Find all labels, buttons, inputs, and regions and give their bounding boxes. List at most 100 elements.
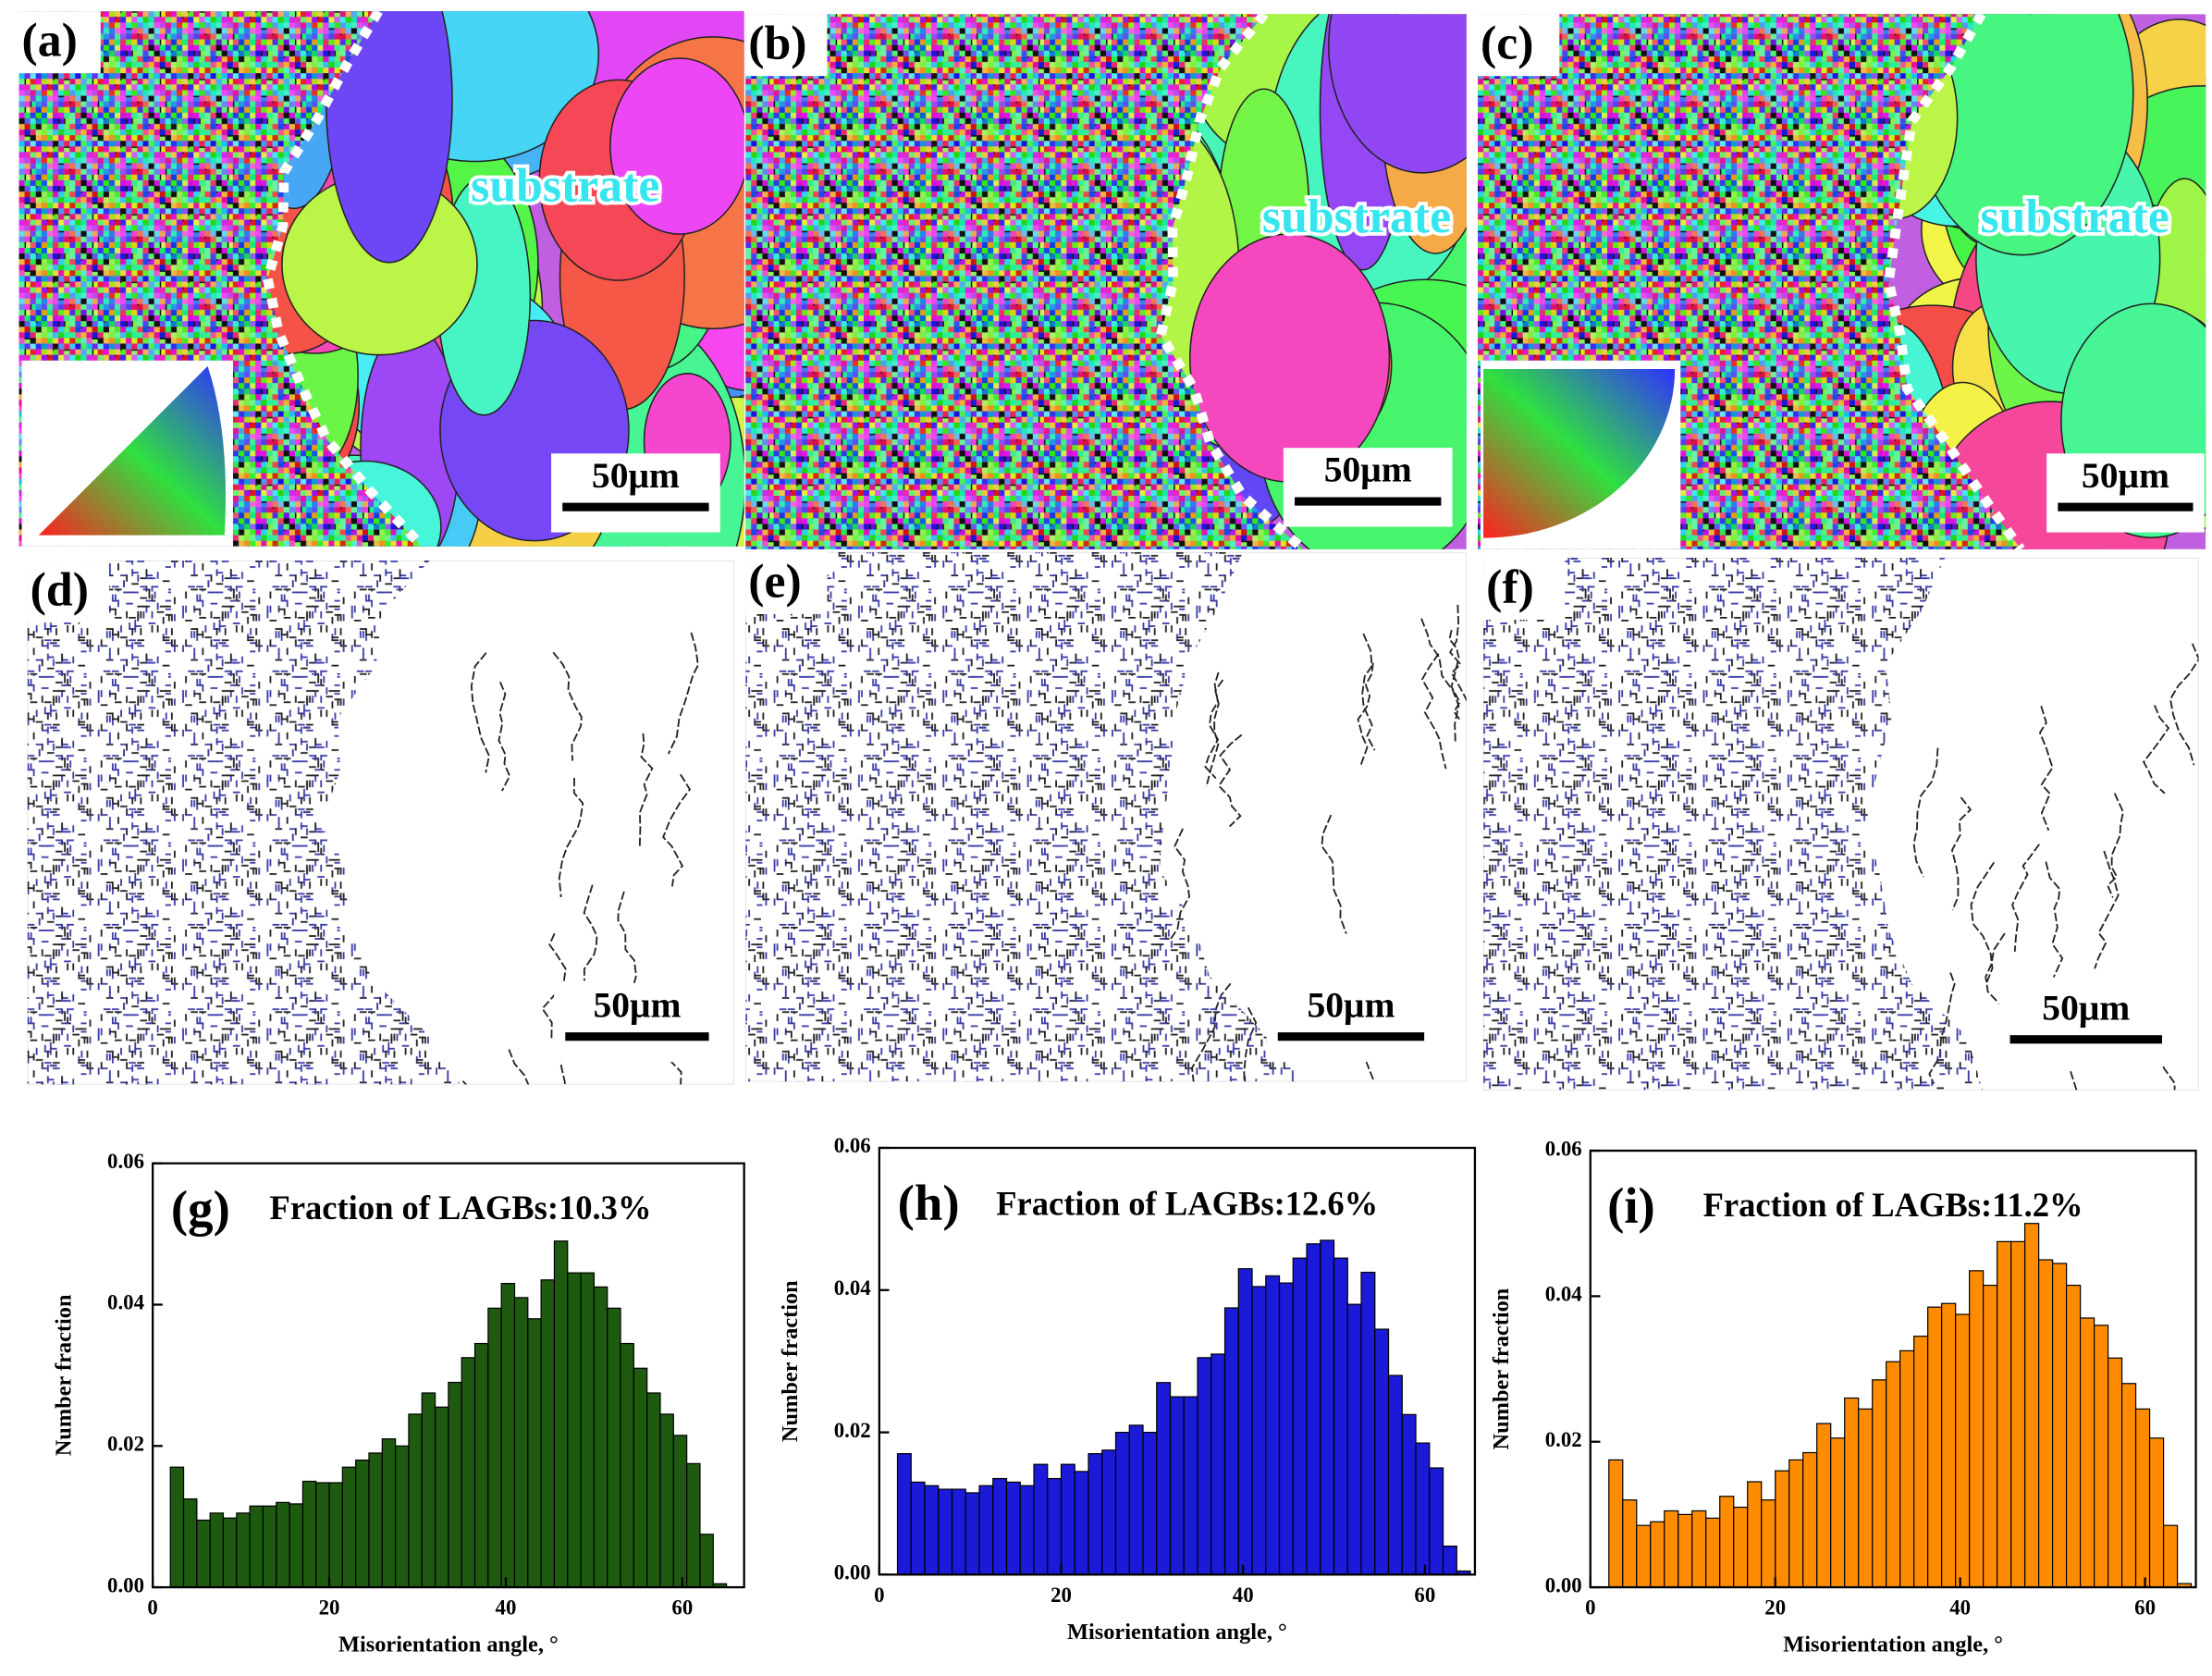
bar — [1650, 1521, 1665, 1588]
scale-bar — [1295, 497, 1442, 506]
coarse-boundary — [2107, 793, 2124, 898]
bar — [646, 1392, 661, 1588]
bar — [620, 1342, 634, 1588]
scale-bar — [2009, 1035, 2163, 1044]
bar — [910, 1481, 926, 1575]
bar — [1346, 1303, 1362, 1575]
scale-bar-bg — [2046, 453, 2205, 533]
bar — [1047, 1477, 1063, 1575]
bar — [540, 1279, 556, 1588]
bar — [1142, 1431, 1158, 1575]
bar — [1802, 1451, 1818, 1588]
bar — [368, 1452, 383, 1588]
bar — [473, 1342, 489, 1588]
bar — [2107, 1357, 2123, 1588]
coarse-boundary — [1321, 814, 1347, 934]
bar — [1886, 1361, 1901, 1588]
interface-line — [1155, 14, 1307, 549]
bar — [2052, 1263, 2068, 1588]
label-bg — [745, 14, 828, 77]
coarse-boundary — [2011, 844, 2040, 952]
bar — [1997, 1240, 2012, 1588]
bar — [1128, 1424, 1144, 1575]
y-axis-label: Number fraction — [1489, 1288, 1514, 1449]
x-tick-label: 0 — [1585, 1596, 1595, 1620]
bar — [408, 1413, 423, 1588]
scale-bar-label: 50μm — [593, 984, 681, 1025]
label-bg — [1483, 557, 1566, 620]
coarse-boundary — [1205, 679, 1224, 788]
bar — [607, 1307, 621, 1588]
label-bg — [18, 11, 101, 74]
coarse-grain — [609, 57, 744, 235]
bar — [448, 1381, 462, 1588]
coarse-boundary — [461, 1080, 468, 1085]
bar — [1844, 1397, 1860, 1588]
coarse-boundary — [1950, 796, 1972, 911]
scale-bar-label: 50μm — [592, 455, 680, 496]
bar — [182, 1497, 198, 1588]
boundary-map — [27, 561, 735, 1085]
bar — [1429, 1467, 1444, 1575]
annotation: substrate — [1262, 191, 1451, 243]
bar — [1691, 1510, 1707, 1588]
bar — [896, 1453, 912, 1575]
coarse-boundary — [1928, 972, 1956, 1085]
x-tick-label: 20 — [1051, 1584, 1072, 1607]
panel-label: (f) — [1486, 561, 1534, 613]
bar — [567, 1272, 582, 1588]
bar — [1747, 1481, 1763, 1588]
y-tick-label: 0.00 — [834, 1561, 871, 1584]
coarse-boundary — [558, 777, 584, 898]
bar — [1830, 1437, 1846, 1588]
bar — [1074, 1471, 1089, 1575]
bar — [699, 1534, 714, 1588]
chart-title: Fraction of LAGBs:11.2% — [1703, 1186, 2083, 1224]
bar — [2148, 1437, 2165, 1588]
bar — [276, 1501, 290, 1588]
chart-title: Fraction of LAGBs:10.3% — [270, 1189, 652, 1226]
bar — [2066, 1284, 2082, 1588]
bar — [1858, 1408, 1874, 1588]
scale-bar-label: 50μm — [1307, 984, 1395, 1025]
y-tick-label: 0.02 — [107, 1433, 144, 1456]
x-tick-label: 60 — [671, 1596, 693, 1620]
x-tick-label: 40 — [1949, 1596, 1971, 1620]
bar — [1237, 1268, 1253, 1575]
bar — [355, 1459, 370, 1588]
bar — [1306, 1243, 1321, 1575]
annotation: substrate — [1981, 191, 2169, 243]
x-axis-label: Misorientation angle, ° — [338, 1633, 559, 1658]
coarse-boundary — [1361, 633, 1376, 751]
bar — [1608, 1459, 1624, 1588]
annotation: substrate — [471, 159, 659, 212]
bar — [1223, 1307, 1239, 1575]
coarse-grain — [1189, 233, 1391, 483]
bar — [381, 1438, 397, 1588]
x-tick-label: 0 — [147, 1596, 157, 1620]
bar — [169, 1466, 185, 1588]
bar — [2024, 1223, 2040, 1588]
orientation-map — [745, 14, 1467, 549]
label-bg — [1477, 14, 1560, 77]
bar — [633, 1367, 648, 1588]
y-tick-label: 0.00 — [1545, 1573, 1582, 1596]
x-axis-label: Misorientation angle, ° — [1783, 1633, 2003, 1658]
color-key — [1483, 368, 1676, 538]
panel-label: (b) — [748, 18, 806, 70]
coarse-boundary — [1357, 662, 1374, 766]
bar — [1005, 1481, 1021, 1575]
panel-label: (a) — [22, 15, 78, 68]
bar — [1360, 1271, 1376, 1575]
bar — [209, 1512, 225, 1588]
bar — [1664, 1510, 1679, 1588]
bar — [1983, 1284, 1998, 1588]
scale-bar-bg — [1283, 448, 1453, 527]
bar — [513, 1297, 529, 1588]
chart-title: Fraction of LAGBs:12.6% — [996, 1184, 1378, 1222]
bar — [1899, 1349, 1915, 1588]
coarse-boundary — [2045, 861, 2064, 978]
bar — [434, 1406, 449, 1588]
scale-bar-label: 50μm — [2042, 987, 2130, 1028]
